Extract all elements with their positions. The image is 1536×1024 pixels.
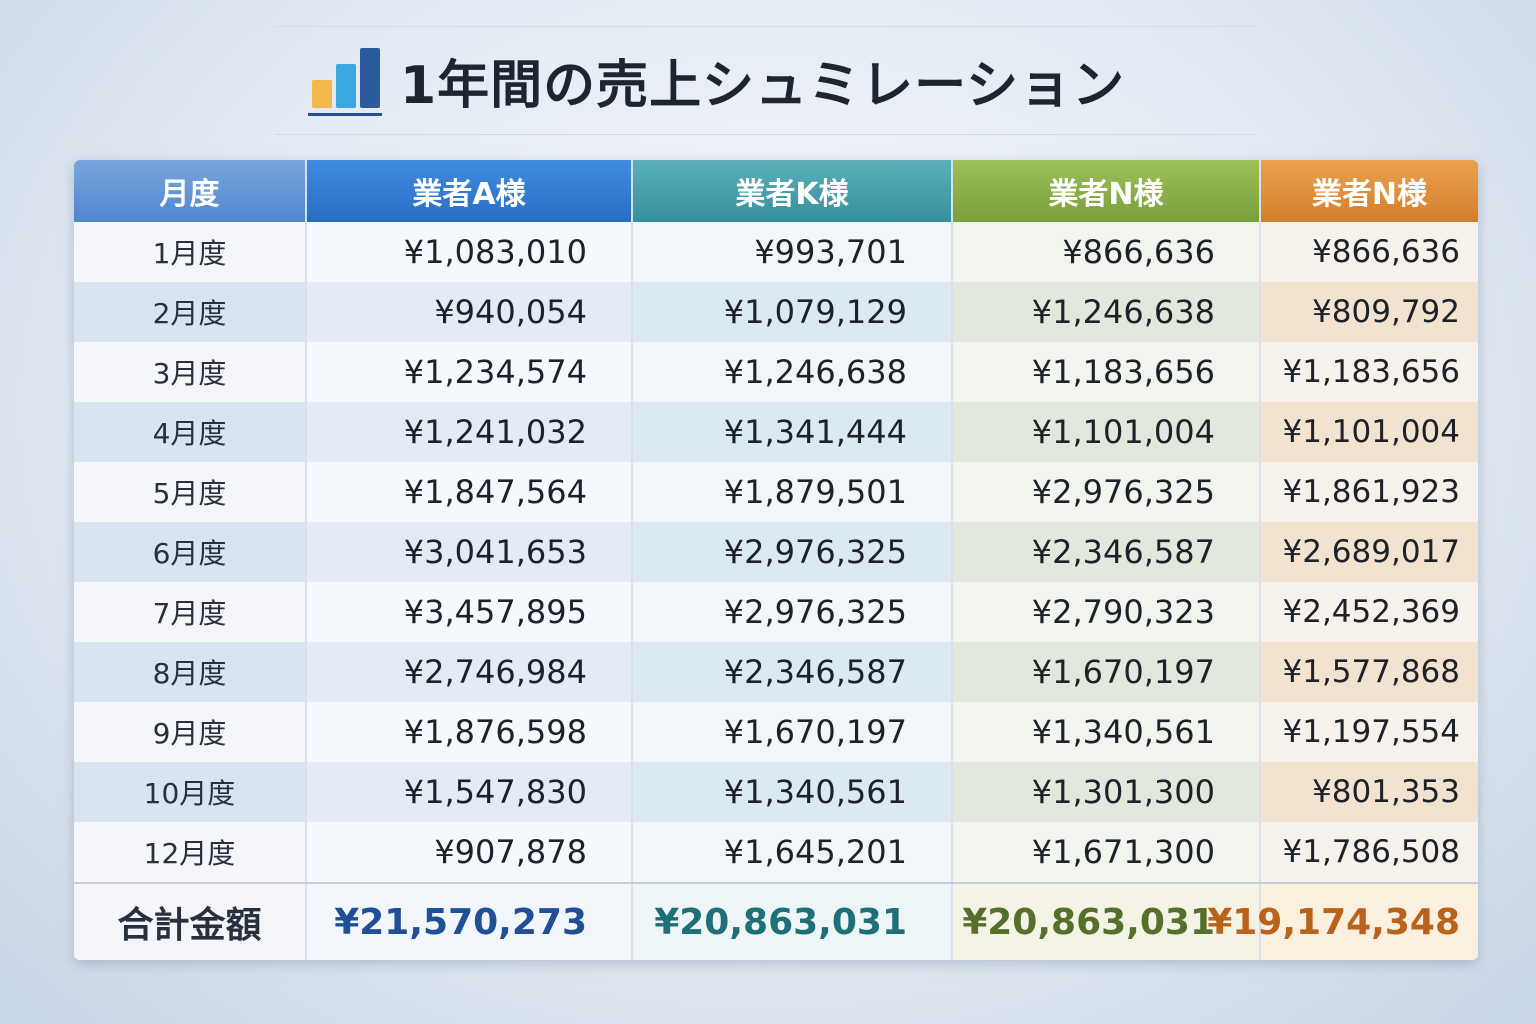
table-cell: ¥1,577,868 bbox=[1261, 642, 1478, 702]
table-cell: ¥1,301,300 bbox=[953, 762, 1261, 822]
table-cell: ¥1,241,032 bbox=[307, 402, 633, 462]
column-header: 業者N様 bbox=[1261, 160, 1478, 222]
table-cell: ¥2,689,017 bbox=[1261, 522, 1478, 582]
table-cell: ¥1,340,561 bbox=[953, 702, 1261, 762]
row-label: 合計金額 bbox=[74, 884, 307, 960]
table-cell: ¥866,636 bbox=[1261, 222, 1478, 282]
row-label: 2月度 bbox=[74, 282, 307, 342]
table-cell: ¥3,041,653 bbox=[307, 522, 633, 582]
sales-table: 月度 業者A様 業者K様 業者N様 業者N様 1月度 ¥1,083,010 ¥993,701 ¥… bbox=[74, 160, 1478, 960]
table-cell: ¥1,786,508 bbox=[1261, 822, 1478, 882]
table-row: 8月度 ¥2,746,984 ¥2,346,587 ¥1,670,197 ¥1,577,… bbox=[74, 642, 1478, 702]
table-cell: ¥1,847,564 bbox=[307, 462, 633, 522]
table-cell: ¥1,340,561 bbox=[633, 762, 953, 822]
table-cell: ¥3,457,895 bbox=[307, 582, 633, 642]
table-cell: ¥1,101,004 bbox=[1261, 402, 1478, 462]
table-cell: ¥1,341,444 bbox=[633, 402, 953, 462]
table-cell: ¥2,346,587 bbox=[633, 642, 953, 702]
table-cell: ¥1,246,638 bbox=[953, 282, 1261, 342]
table-cell: ¥907,878 bbox=[307, 822, 633, 882]
table-row: 7月度 ¥3,457,895 ¥2,976,325 ¥2,790,323 ¥2,452,… bbox=[74, 582, 1478, 642]
table-cell: ¥1,879,501 bbox=[633, 462, 953, 522]
table-cell: ¥2,976,325 bbox=[633, 582, 953, 642]
row-label: 3月度 bbox=[74, 342, 307, 402]
divider bbox=[275, 26, 1255, 27]
column-header: 業者A様 bbox=[307, 160, 633, 222]
row-label: 4月度 bbox=[74, 402, 307, 462]
bar-chart-icon bbox=[300, 44, 382, 116]
table-cell: ¥1,670,197 bbox=[633, 702, 953, 762]
row-label: 9月度 bbox=[74, 702, 307, 762]
table-row: 4月度 ¥1,241,032 ¥1,341,444 ¥1,101,004 ¥1,101,… bbox=[74, 402, 1478, 462]
table-cell: ¥1,876,598 bbox=[307, 702, 633, 762]
row-label: 1月度 bbox=[74, 222, 307, 282]
row-label: 10月度 bbox=[74, 762, 307, 822]
table-cell: ¥20,863,031 bbox=[633, 884, 953, 960]
table-cell: ¥1,101,004 bbox=[953, 402, 1261, 462]
table-row: 1月度 ¥1,083,010 ¥993,701 ¥866,636 ¥866,636 bbox=[74, 222, 1478, 282]
table-cell: ¥1,183,656 bbox=[1261, 342, 1478, 402]
table-cell: ¥1,083,010 bbox=[307, 222, 633, 282]
column-header: 月度 bbox=[74, 160, 307, 222]
row-label: 6月度 bbox=[74, 522, 307, 582]
row-label: 12月度 bbox=[74, 822, 307, 882]
row-label: 5月度 bbox=[74, 462, 307, 522]
table-cell: ¥21,570,273 bbox=[307, 884, 633, 960]
table-cell: ¥801,353 bbox=[1261, 762, 1478, 822]
total-row: 合計金額 ¥21,570,273 ¥20,863,031 ¥20,863,031 ¥19… bbox=[74, 882, 1478, 960]
table-cell: ¥1,670,197 bbox=[953, 642, 1261, 702]
table-cell: ¥866,636 bbox=[953, 222, 1261, 282]
table-cell: ¥809,792 bbox=[1261, 282, 1478, 342]
table-cell: ¥2,346,587 bbox=[953, 522, 1261, 582]
table-cell: ¥2,976,325 bbox=[953, 462, 1261, 522]
table-row: 5月度 ¥1,847,564 ¥1,879,501 ¥2,976,325 ¥1,861,… bbox=[74, 462, 1478, 522]
table-cell: ¥1,246,638 bbox=[633, 342, 953, 402]
row-label: 8月度 bbox=[74, 642, 307, 702]
table-header: 月度 業者A様 業者K様 業者N様 業者N様 bbox=[74, 160, 1478, 222]
table-cell: ¥2,790,323 bbox=[953, 582, 1261, 642]
table-cell: ¥940,054 bbox=[307, 282, 633, 342]
column-header: 業者N様 bbox=[953, 160, 1261, 222]
table-cell: ¥2,746,984 bbox=[307, 642, 633, 702]
table-cell: ¥19,174,348 bbox=[1207, 884, 1478, 960]
table-row: 6月度 ¥3,041,653 ¥2,976,325 ¥2,346,587 ¥2,689,… bbox=[74, 522, 1478, 582]
table-cell: ¥1,234,574 bbox=[307, 342, 633, 402]
table-row: 10月度 ¥1,547,830 ¥1,340,561 ¥1,301,300 ¥801,3… bbox=[74, 762, 1478, 822]
table-cell: ¥1,547,830 bbox=[307, 762, 633, 822]
table-row: 12月度 ¥907,878 ¥1,645,201 ¥1,671,300 ¥1,786,5… bbox=[74, 822, 1478, 882]
table-cell: ¥2,452,369 bbox=[1261, 582, 1478, 642]
page-title: 1年間の売上シュミレーション bbox=[300, 40, 1125, 120]
row-label: 7月度 bbox=[74, 582, 307, 642]
table-cell: ¥1,197,554 bbox=[1261, 702, 1478, 762]
table-row: 2月度 ¥940,054 ¥1,079,129 ¥1,246,638 ¥809,792 bbox=[74, 282, 1478, 342]
column-header: 業者K様 bbox=[633, 160, 953, 222]
title-text: 1年間の売上シュミレーション bbox=[400, 55, 1126, 116]
table-cell: ¥20,863,031 bbox=[953, 884, 1261, 960]
table-cell: ¥1,183,656 bbox=[953, 342, 1261, 402]
table-cell: ¥993,701 bbox=[633, 222, 953, 282]
table-cell: ¥1,645,201 bbox=[633, 822, 953, 882]
table-row: 9月度 ¥1,876,598 ¥1,670,197 ¥1,340,561 ¥1,197,… bbox=[74, 702, 1478, 762]
divider bbox=[275, 134, 1255, 135]
table-cell: ¥2,976,325 bbox=[633, 522, 953, 582]
table-cell: ¥1,079,129 bbox=[633, 282, 953, 342]
table-cell: ¥1,671,300 bbox=[953, 822, 1261, 882]
table-row: 3月度 ¥1,234,574 ¥1,246,638 ¥1,183,656 ¥1,183,… bbox=[74, 342, 1478, 402]
table-cell: ¥1,861,923 bbox=[1261, 462, 1478, 522]
